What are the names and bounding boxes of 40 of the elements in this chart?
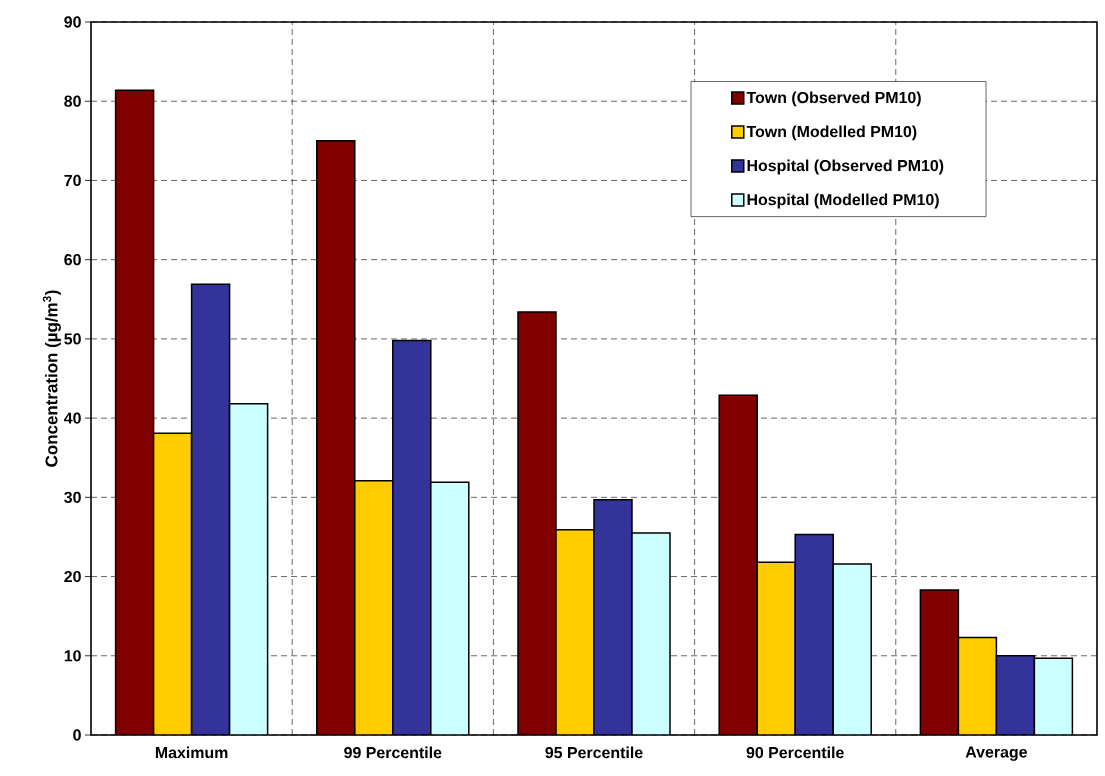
bar xyxy=(430,481,470,735)
bar xyxy=(919,589,960,735)
bar xyxy=(354,479,394,735)
y-tick-label: 10 xyxy=(64,650,81,662)
y-tick-label: 40 xyxy=(63,412,81,424)
y-axis-title: Concentration (µg/m$^{3}$) xyxy=(42,290,61,467)
bar xyxy=(593,498,633,735)
y-tick-label: 90 xyxy=(64,16,81,28)
bar xyxy=(957,636,998,735)
bar xyxy=(228,403,269,735)
bar xyxy=(757,562,796,735)
bar xyxy=(555,529,595,735)
legend-label: Hospital (Observed PM10) xyxy=(747,159,944,175)
bar xyxy=(795,534,834,735)
legend-label: Town (Modelled PM10) xyxy=(746,125,917,141)
bar xyxy=(1033,657,1074,735)
bar xyxy=(152,432,193,735)
bar xyxy=(114,89,155,735)
y-tick-label: 60 xyxy=(64,254,81,266)
bar xyxy=(517,311,557,735)
bar xyxy=(316,140,356,735)
y-tick-label: 80 xyxy=(64,95,81,107)
y-tick-label: 30 xyxy=(64,491,81,503)
legend-label: Town (Observed PM10) xyxy=(746,91,921,107)
x-tick-label: Maximum xyxy=(155,746,228,759)
bar xyxy=(719,395,758,735)
x-tick-label: 90 Percentile xyxy=(746,746,844,759)
x-tick-label: 99 Percentile xyxy=(344,746,442,759)
bar xyxy=(190,283,231,735)
bar xyxy=(392,339,432,735)
x-tick-label: 95 Percentile xyxy=(545,746,643,759)
y-tick-label: 70 xyxy=(64,174,81,187)
legend-label: Hospital (Modelled PM10) xyxy=(747,193,939,209)
bar xyxy=(833,563,872,735)
bar xyxy=(995,655,1036,735)
y-tick-label: 50 xyxy=(64,333,81,345)
bar xyxy=(631,532,671,735)
y-tick-label: 0 xyxy=(73,729,81,741)
x-tick-label: Average xyxy=(965,746,1027,761)
y-tick-label: 20 xyxy=(64,570,81,583)
